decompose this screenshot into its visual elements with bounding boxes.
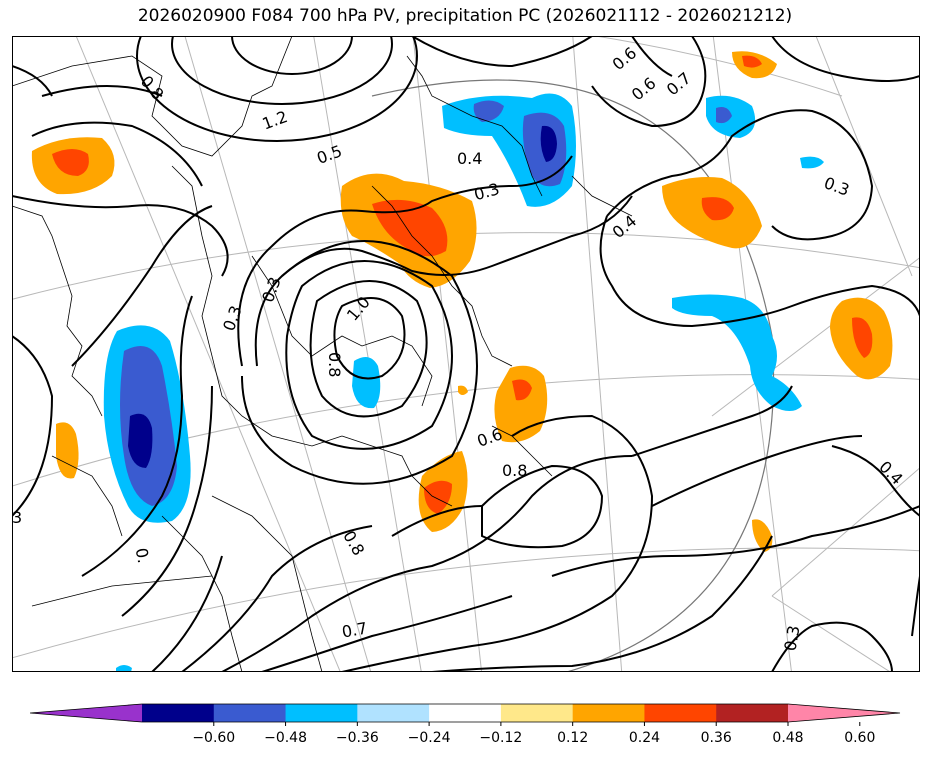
- coastlines: [12, 36, 633, 672]
- precip-orange-dot: [458, 385, 468, 395]
- precip-midblue-north2: [473, 100, 504, 122]
- precip-midblue-ne: [716, 107, 732, 124]
- colorbar-tick-label: −0.60: [192, 730, 235, 746]
- colorbar-ticks: −0.60 −0.48 −0.36 −0.24 −0.12 0.12 0.24 0.36 0.4…: [192, 722, 875, 746]
- colorbar-swatch: [644, 704, 717, 722]
- figure-title: 2026020900 F084 700 hPa PV, precipitatio…: [137, 6, 793, 26]
- colorbar-swatch: [142, 704, 215, 722]
- precip-orange-midsouth: [494, 365, 548, 443]
- precip-red-nw: [52, 149, 89, 176]
- precip-blue-center: [352, 357, 381, 409]
- colorbar-tick-label: −0.24: [408, 730, 451, 746]
- contour-label: 0.8: [325, 352, 344, 377]
- colorbar-tick-label: −0.12: [479, 730, 522, 746]
- precip-red-east: [701, 197, 734, 221]
- contour-label: 0.3: [780, 624, 803, 652]
- colorbar-tick-label: 0.12: [557, 730, 588, 746]
- precip-red-midsouth: [512, 379, 532, 401]
- precip-orange-west: [56, 422, 79, 479]
- colorbar-swatch: [213, 704, 287, 722]
- colorbar-tick-label: −0.48: [264, 730, 307, 746]
- contour-label: 0.: [132, 546, 153, 564]
- colorbar-swatch: [572, 704, 645, 722]
- precip-red-far-east: [852, 317, 873, 358]
- precip-red-center: [372, 199, 448, 257]
- colorbar-tick-label: 0.36: [701, 730, 732, 746]
- colorbar-tick-label: 0.60: [844, 730, 875, 746]
- precip-red-ne: [742, 55, 762, 68]
- colorbar-swatch: [500, 704, 574, 722]
- colorbar-tick-label: 0.24: [629, 730, 660, 746]
- pv-contours: [12, 36, 920, 672]
- precip-blue-east: [672, 294, 802, 411]
- colorbar-tick-label: 0.48: [772, 730, 803, 746]
- contour-label: 0.8: [502, 461, 527, 480]
- colorbar-swatch: [285, 704, 358, 722]
- contour-label: 3: [12, 508, 22, 527]
- precip-blue-sw: [116, 665, 132, 672]
- colorbar-swatches: [30, 703, 901, 723]
- colorbar-swatch: [716, 704, 789, 722]
- colorbar-swatch: [357, 704, 430, 722]
- precip-navy-west: [128, 413, 153, 468]
- colorbar: −0.60 −0.48 −0.36 −0.24 −0.12 0.12 0.24 0.36 0.4…: [30, 703, 901, 746]
- colorbar-extend-low: [30, 704, 142, 722]
- precip-red-south: [424, 480, 452, 514]
- precip-blue-small: [800, 156, 824, 169]
- precip-navy-north: [540, 125, 557, 162]
- contour-label: 0.7: [340, 618, 368, 641]
- colorbar-swatch: [429, 704, 502, 722]
- map-panel: 0.8 1.2 0.5 0.4 0.3 0.6 0.7 0.6 0.3 0.4 …: [12, 36, 920, 672]
- colorbar-outline: [30, 703, 901, 723]
- colorbar-extend-high: [788, 704, 900, 722]
- contour-label: 0.4: [457, 149, 482, 168]
- colorbar-tick-label: −0.36: [336, 730, 379, 746]
